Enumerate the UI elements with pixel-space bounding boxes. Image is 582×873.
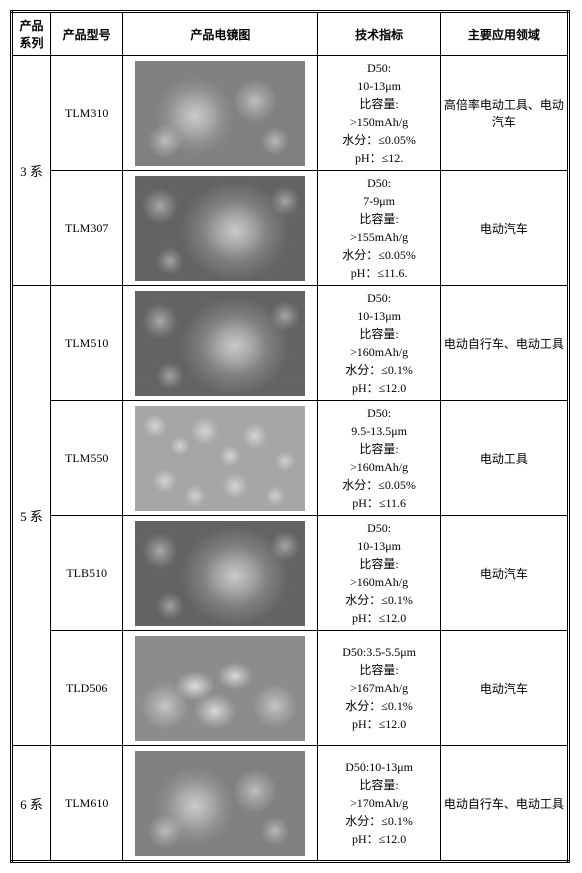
application-cell: 电动汽车 <box>440 631 568 746</box>
spec-block: D50:10-13μm比容量:>160mAh/g水分：≤0.1%pH：≤12.0 <box>320 519 438 627</box>
sem-image <box>135 176 305 281</box>
sem-image <box>135 61 305 166</box>
sem-image-cell <box>123 746 318 862</box>
spec-block: D50:10-13μm比容量:>170mAh/g水分：≤0.1%pH：≤12.0 <box>320 758 438 848</box>
spec-block: D50:9.5-13.5μm比容量:>160mAh/g水分：≤0.05%pH：≤… <box>320 404 438 512</box>
application-cell: 电动工具 <box>440 401 568 516</box>
spec-cell: D50:10-13μm比容量:>150mAh/g水分：≤0.05%pH：≤12. <box>318 56 441 171</box>
sem-image <box>135 291 305 396</box>
table-row: TLD506 D50:3.5-5.5μm比容量:>167mAh/g水分：≤0.1%… <box>12 631 569 746</box>
application-cell: 电动自行车、电动工具 <box>440 746 568 862</box>
model-cell: TLM307 <box>50 171 122 286</box>
spec-cell: D50:9.5-13.5μm比容量:>160mAh/g水分：≤0.05%pH：≤… <box>318 401 441 516</box>
sem-image-cell <box>123 286 318 401</box>
sem-image-cell <box>123 56 318 171</box>
spec-cell: D50:3.5-5.5μm比容量:>167mAh/g水分：≤0.1%pH：≤12… <box>318 631 441 746</box>
series-cell: 6 系 <box>12 746 51 862</box>
series-cell: 3 系 <box>12 56 51 286</box>
sem-image <box>135 636 305 741</box>
table-row: 3 系TLM310D50:10-13μm比容量:>150mAh/g水分：≤0.0… <box>12 56 569 171</box>
table-row: TLM307 D50:7-9μm比容量:>155mAh/g水分：≤0.05%pH：… <box>12 171 569 286</box>
model-cell: TLM510 <box>50 286 122 401</box>
model-cell: TLD506 <box>50 631 122 746</box>
product-table: 产品 系列 产品型号 产品电镜图 技术指标 主要应用领域 3 系TLM310D5… <box>10 10 570 863</box>
model-cell: TLM610 <box>50 746 122 862</box>
table-row: 6 系TLM610 D50:10-13μm比容量:>170mAh/g水分：≤0.1… <box>12 746 569 862</box>
sem-image <box>135 521 305 626</box>
spec-block: D50:10-13μm比容量:>150mAh/g水分：≤0.05%pH：≤12. <box>320 59 438 167</box>
spec-cell: D50:10-13μm比容量:>160mAh/g水分：≤0.1%pH：≤12.0 <box>318 516 441 631</box>
table-header-row: 产品 系列 产品型号 产品电镜图 技术指标 主要应用领域 <box>12 12 569 56</box>
model-cell: TLB510 <box>50 516 122 631</box>
sem-image <box>135 406 305 511</box>
series-cell: 5 系 <box>12 286 51 746</box>
table-row: 5 系TLM510D50:10-13μm比容量:>160mAh/g水分：≤0.1… <box>12 286 569 401</box>
spec-block: D50:3.5-5.5μm比容量:>167mAh/g水分：≤0.1%pH：≤12… <box>320 643 438 733</box>
table-row: TLM550 D50:9.5-13.5μm比容量:>160mAh/g水分：≤0.0… <box>12 401 569 516</box>
model-cell: TLM310 <box>50 56 122 171</box>
application-cell: 电动汽车 <box>440 516 568 631</box>
header-spec: 技术指标 <box>318 12 441 56</box>
table-row: TLB510 D50:10-13μm比容量:>160mAh/g水分：≤0.1%pH… <box>12 516 569 631</box>
model-cell: TLM550 <box>50 401 122 516</box>
sem-image <box>135 751 305 856</box>
sem-image-cell <box>123 401 318 516</box>
header-series: 产品 系列 <box>12 12 51 56</box>
application-cell: 电动汽车 <box>440 171 568 286</box>
spec-block: D50:10-13μm比容量:>160mAh/g水分：≤0.1%pH：≤12.0 <box>320 289 438 397</box>
header-image: 产品电镜图 <box>123 12 318 56</box>
spec-block: D50:7-9μm比容量:>155mAh/g水分：≤0.05%pH：≤11.6. <box>320 174 438 282</box>
spec-cell: D50:10-13μm比容量:>160mAh/g水分：≤0.1%pH：≤12.0 <box>318 286 441 401</box>
header-application: 主要应用领域 <box>440 12 568 56</box>
sem-image-cell <box>123 171 318 286</box>
sem-image-cell <box>123 631 318 746</box>
spec-cell: D50:7-9μm比容量:>155mAh/g水分：≤0.05%pH：≤11.6. <box>318 171 441 286</box>
application-cell: 高倍率电动工具、电动汽车 <box>440 56 568 171</box>
sem-image-cell <box>123 516 318 631</box>
spec-cell: D50:10-13μm比容量:>170mAh/g水分：≤0.1%pH：≤12.0 <box>318 746 441 862</box>
header-model: 产品型号 <box>50 12 122 56</box>
application-cell: 电动自行车、电动工具 <box>440 286 568 401</box>
